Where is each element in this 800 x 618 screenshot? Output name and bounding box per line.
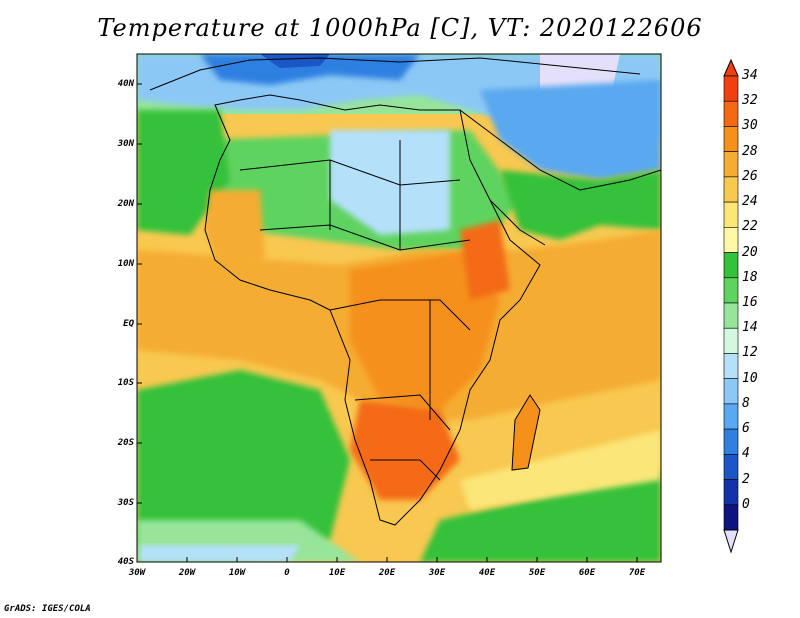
lon-label-10e: 10E [328, 568, 346, 578]
colorbar-segment [723, 479, 739, 506]
africa-outline [204, 94, 541, 526]
colorbar-label: 0 [742, 496, 750, 512]
lon-label-70e: 70E [628, 568, 646, 578]
lon-label-60e: 60E [578, 568, 596, 578]
field-west-africa-warm [205, 190, 265, 270]
colorbar-segment [723, 75, 739, 102]
lon-label-20w: 20W [178, 568, 196, 578]
temperature-field [137, 54, 661, 562]
red-sea-arabia-coast [459, 109, 661, 191]
colorbar-label: 18 [742, 269, 758, 285]
colorbar-label: 4 [742, 446, 750, 462]
field-ethiopia-hot [460, 220, 510, 300]
colorbar-segment [723, 227, 739, 253]
colorbar-segment [723, 403, 739, 430]
colorbar-label: 30 [742, 118, 758, 134]
lat-label-20s: 20S [117, 438, 134, 448]
colorbar-label: 24 [742, 194, 758, 210]
chart-title: Temperature at 1000hPa [C], VT: 20201226… [97, 14, 703, 42]
madagascar-outline [511, 394, 541, 471]
colorbar-label: 32 [742, 93, 758, 109]
colorbar-top-arrow [723, 58, 739, 77]
field-cold-deep [260, 54, 330, 68]
colorbar-label: 16 [742, 295, 758, 310]
field-sahara-cool [330, 130, 450, 235]
lon-label-30e: 30E [428, 568, 446, 578]
colorbar-label: 22 [742, 219, 758, 235]
colorbar-label: 10 [742, 370, 758, 386]
lat-label-30s: 30S [117, 498, 134, 508]
colorbar-segment [723, 504, 739, 531]
field-south-indian [420, 470, 661, 562]
colorbar [723, 58, 739, 554]
colorbar-segment [723, 302, 739, 329]
lat-label-10n: 10N [117, 259, 134, 269]
colorbar-segment [723, 252, 739, 279]
colorbar-label: 6 [742, 421, 750, 437]
colorbar-segment [723, 277, 739, 304]
border-central [329, 299, 471, 331]
colorbar-segment [723, 126, 739, 152]
lat-label-eq: EQ [123, 319, 134, 329]
colorbar-segment [723, 100, 739, 127]
colorbar-segment [723, 327, 739, 354]
lon-label-30w: 30W [128, 568, 146, 578]
coastlines [149, 57, 661, 526]
colorbar-label: 20 [742, 244, 758, 260]
colorbar-segment [723, 454, 739, 480]
lon-label-40e: 40E [478, 568, 496, 578]
colorbar-bottom-arrow [723, 529, 739, 554]
lat-label-20n: 20N [117, 199, 134, 209]
field-cold-asia [480, 80, 661, 180]
field-south-coldest [140, 545, 300, 562]
field-south-atlantic [137, 370, 350, 562]
red-sea-west [489, 199, 546, 246]
colorbar-segment [723, 151, 739, 178]
lat-label-40s: 40S [117, 557, 134, 567]
border-sahel [259, 224, 471, 251]
colorbar-label: 2 [742, 471, 750, 487]
lon-label-50e: 50E [528, 568, 546, 578]
lat-label-10s: 10S [117, 378, 134, 388]
colorbar-segment [723, 428, 739, 455]
colorbar-label: 26 [742, 168, 758, 184]
colorbar-label: 34 [742, 68, 758, 83]
border-south-1 [354, 394, 451, 431]
field-central-africa-hot [350, 250, 500, 410]
lon-label-20e: 20E [378, 568, 396, 578]
colorbar-segment [723, 201, 739, 228]
field-southern-africa-hot [350, 400, 460, 500]
colorbar-label: 28 [742, 143, 758, 159]
credit-text: GrADS: IGES/COLA [4, 604, 91, 614]
europe-coast [149, 57, 641, 91]
lon-label-0: 0 [284, 568, 290, 578]
colorbar-segment [723, 176, 739, 203]
field-atlantic-north [137, 110, 230, 235]
field-cold-europe-deep [200, 54, 420, 85]
field-arabia [500, 170, 661, 240]
colorbar-label: 14 [742, 320, 758, 336]
colorbar-label: 8 [742, 395, 750, 411]
colorbar-segment [723, 378, 739, 405]
colorbar-label: 12 [742, 345, 758, 361]
border-south-2 [370, 459, 441, 481]
map-border [136, 53, 662, 563]
lat-label-30n: 30N [117, 139, 134, 149]
colorbar-segment [723, 353, 739, 379]
lon-label-10w: 10W [228, 568, 246, 578]
border-sahara-1 [239, 159, 461, 186]
lat-label-40n: 40N [117, 79, 134, 89]
field-south-indian-mild [460, 430, 661, 510]
tick-marks [137, 83, 638, 562]
